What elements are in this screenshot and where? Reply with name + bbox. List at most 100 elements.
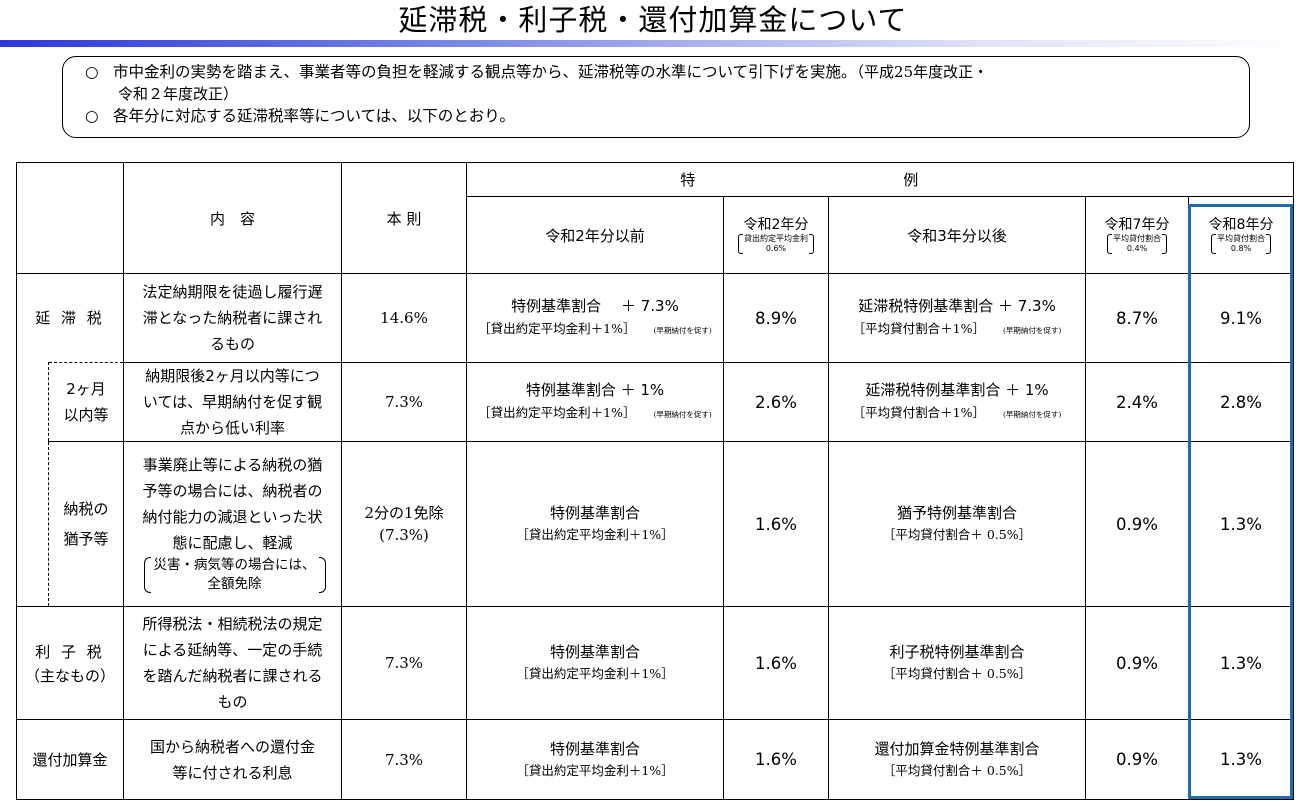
formula-left-entaizei: 特例基準割合 ＋ 7.3% ［貸出約定平均金利＋1%］ (早期納付を促す) bbox=[466, 273, 724, 363]
content-entaizei-line-2: 滞となった納税者に課され bbox=[142, 309, 323, 327]
formula-left-entaizei-note: (早期納付を促す) bbox=[653, 325, 712, 335]
value-r7-yuuyo: 0.9% bbox=[1085, 441, 1190, 607]
category-yuuyo-line-1: 納税の bbox=[63, 500, 109, 518]
formula-right-two-months: 延滞税特例基準割合 ＋ 1% ［平均貸付割合＋1%］ (早期納付を促す) bbox=[828, 362, 1087, 442]
summary-line-1-continued: 令和２年度改正） bbox=[118, 85, 239, 103]
content-two-months-line-1: 納期限後2ヶ月以内等につ bbox=[145, 367, 320, 385]
category-rishizei-line-2: （主なもの） bbox=[24, 667, 115, 685]
honsoku-two-months: 7.3% bbox=[341, 362, 467, 442]
table-row-two-months: 2ヶ月 以内等 納期限後2ヶ月以内等につ いては、早期納付を促す観 点から低い利… bbox=[16, 362, 1295, 607]
content-yuuyo-note-line-1: 災害・病気等の場合には、 bbox=[153, 557, 316, 573]
formula-left-two-months-main: 特例基準割合 ＋ 1% bbox=[525, 380, 665, 399]
value-r2-rishizei: 1.6% bbox=[722, 606, 830, 720]
category-two-months: 2ヶ月 以内等 bbox=[48, 362, 124, 442]
formula-left-two-months-note: (早期納付を促す) bbox=[653, 409, 712, 419]
formula-right-kanpu: 還付加算金特例基準割合 ［平均貸付割合＋ 0.5%］ bbox=[828, 719, 1087, 800]
formula-right-entaizei: 延滞税特例基準割合 ＋ 7.3% ［平均貸付割合＋1%］ (早期納付を促す) bbox=[828, 273, 1087, 363]
formula-right-entaizei-main: 延滞税特例基準割合 ＋ 7.3% bbox=[858, 296, 1056, 315]
formula-right-yuuyo-main: 猶予特例基準割合 bbox=[897, 504, 1018, 522]
formula-left-entaizei-sub: ［貸出約定平均金利＋1%］ bbox=[478, 320, 636, 336]
header-tokurei-right: 例 bbox=[828, 162, 1295, 197]
content-yuuyo-line-1: 事業廃止等による納税の猶 bbox=[142, 456, 323, 474]
value-r8-entaizei: 9.1% bbox=[1188, 273, 1295, 363]
header-r2-label: 令和2年分 bbox=[743, 216, 809, 233]
content-rishizei-line-1: 所得税法・相続税法の規定 bbox=[142, 615, 323, 633]
content-rishizei: 所得税法・相続税法の規定 による延納等、一定の手続 を踏んだ納税者に課される も… bbox=[123, 606, 342, 720]
title-underline-bar bbox=[0, 40, 1306, 47]
formula-left-yuuyo-main: 特例基準割合 bbox=[549, 504, 640, 522]
header-content: 内 容 bbox=[123, 162, 342, 274]
value-r8-yuuyo: 1.3% bbox=[1188, 441, 1295, 607]
formula-left-entaizei-main: 特例基準割合 ＋ 7.3% bbox=[511, 296, 679, 315]
header-r8-note: 平均貸付割合 0.8% bbox=[1211, 233, 1272, 254]
header-r8: 令和8年分 平均貸付割合 0.8% bbox=[1188, 196, 1295, 274]
honsoku-entaizei: 14.6% bbox=[341, 273, 467, 363]
interest-rate-table: 内 容 本 則 特 例 令和2年分以前 令和2年分 貸出約定平均金利 0.6% 令… bbox=[16, 162, 1295, 800]
header-r7-label: 令和7年分 bbox=[1104, 216, 1170, 233]
indent-cell bbox=[16, 362, 49, 607]
header-r8-note-2: 0.8% bbox=[1230, 243, 1252, 253]
header-r2-before: 令和2年分以前 bbox=[466, 196, 724, 274]
summary-line-1-paren: （平成25年度改正・ bbox=[856, 63, 989, 81]
honsoku-kanpu: 7.3% bbox=[341, 719, 467, 800]
value-r8-two-months: 2.8% bbox=[1188, 362, 1295, 442]
content-rishizei-line-2: による延納等、一定の手続 bbox=[142, 641, 323, 659]
value-r2-entaizei: 8.9% bbox=[722, 273, 830, 363]
formula-right-two-months-sub: ［平均貸付割合＋1%］ bbox=[852, 404, 985, 420]
formula-right-entaizei-sub: ［平均貸付割合＋1%］ bbox=[852, 320, 985, 336]
content-rishizei-line-4: もの bbox=[217, 693, 248, 711]
formula-left-two-months-sub: ［貸出約定平均金利＋1%］ bbox=[478, 404, 636, 420]
category-yuuyo-line-2: 猶予等 bbox=[63, 530, 109, 548]
content-entaizei-line-1: 法定納期限を徒過し履行遅 bbox=[142, 283, 323, 301]
content-kanpu: 国から納税者への還付金 等に付される利息 bbox=[123, 719, 342, 800]
header-honsoku: 本 則 bbox=[341, 162, 467, 274]
summary-line-1-text: 市中金利の実勢を踏まえ、事業者等の負担を軽減する観点等から、延滞税等の水準につい… bbox=[113, 63, 857, 81]
header-tokurei-left: 特 bbox=[465, 162, 829, 197]
formula-left-yuuyo-sub: ［貸出約定平均金利＋1%］ bbox=[516, 527, 674, 542]
content-two-months: 納期限後2ヶ月以内等につ いては、早期納付を促す観 点から低い利率 bbox=[123, 362, 342, 442]
content-kanpu-line-1: 国から納税者への還付金 bbox=[149, 737, 315, 756]
formula-left-rishizei: 特例基準割合 ［貸出約定平均金利＋1%］ bbox=[466, 606, 724, 720]
category-two-months-line-2: 以内等 bbox=[63, 406, 109, 424]
honsoku-rishizei: 7.3% bbox=[341, 606, 467, 720]
formula-left-kanpu-main: 特例基準割合 bbox=[549, 739, 640, 758]
value-r2-yuuyo: 1.6% bbox=[722, 441, 830, 607]
content-yuuyo-line-2: 予等の場合には、納税者の bbox=[142, 482, 323, 500]
value-r8-kanpu: 1.3% bbox=[1188, 719, 1295, 800]
formula-right-yuuyo: 猶予特例基準割合 ［平均貸付割合＋ 0.5%］ bbox=[828, 441, 1087, 607]
header-r7-note: 平均貸付割合 0.4% bbox=[1107, 233, 1168, 254]
header-r8-note-1: 平均貸付割合 bbox=[1217, 233, 1266, 243]
content-yuuyo-note: 災害・病気等の場合には、 全額免除 bbox=[143, 556, 326, 594]
formula-right-kanpu-sub: ［平均貸付割合＋ 0.5%］ bbox=[882, 762, 1032, 778]
summary-line-2-text: 各年分に対応する延滞税率等については、以下のとおり。 bbox=[113, 107, 515, 125]
header-row-2: 令和2年分以前 令和2年分 貸出約定平均金利 0.6% 令和3年分以後 令和7年分… bbox=[17, 196, 1295, 274]
category-two-months-line-1: 2ヶ月 bbox=[66, 380, 106, 398]
header-r8-label: 令和8年分 bbox=[1208, 216, 1274, 233]
value-r7-two-months: 2.4% bbox=[1085, 362, 1190, 442]
category-kanpu: 還付加算金 bbox=[16, 719, 124, 800]
formula-right-rishizei: 利子税特例基準割合 ［平均貸付割合＋ 0.5%］ bbox=[828, 606, 1087, 720]
summary-box: ○ 市中金利の実勢を踏まえ、事業者等の負担を軽減する観点等から、延滞税等の水準につ… bbox=[62, 56, 1250, 138]
content-yuuyo: 事業廃止等による納税の猶 予等の場合には、納税者の 納付能力の減退といった状 態… bbox=[123, 441, 342, 607]
content-entaizei-line-3: るもの bbox=[209, 335, 255, 353]
value-r7-rishizei: 0.9% bbox=[1085, 606, 1190, 720]
value-r7-entaizei: 8.7% bbox=[1085, 273, 1190, 363]
header-r7-note-1: 平均貸付割合 bbox=[1113, 233, 1162, 243]
header-r7-note-2: 0.4% bbox=[1126, 243, 1148, 253]
formula-right-kanpu-main: 還付加算金特例基準割合 bbox=[874, 739, 1040, 758]
formula-right-entaizei-note: (早期納付を促す) bbox=[1003, 325, 1062, 335]
content-rishizei-line-3: を踏んだ納税者に課される bbox=[142, 667, 323, 685]
content-yuuyo-line-3: 納付能力の減退といった状 bbox=[142, 508, 323, 526]
value-r2-two-months: 2.6% bbox=[722, 362, 830, 442]
summary-line-2: ○ 各年分に対応する延滞税率等については、以下のとおり。 bbox=[85, 105, 1239, 127]
table-row-rishizei: 利 子 税 （主なもの） 所得税法・相続税法の規定 による延納等、一定の手続 を… bbox=[16, 606, 1295, 720]
header-r2: 令和2年分 貸出約定平均金利 0.6% bbox=[722, 196, 830, 274]
value-r7-kanpu: 0.9% bbox=[1085, 719, 1190, 800]
content-two-months-line-3: 点から低い利率 bbox=[179, 419, 285, 437]
category-yuuyo: 納税の 猶予等 bbox=[48, 441, 124, 607]
header-row-1: 内 容 本 則 特 例 bbox=[16, 162, 1295, 274]
formula-left-rishizei-main: 特例基準割合 bbox=[549, 643, 640, 661]
category-entaizei: 延 滞 税 bbox=[16, 273, 124, 363]
content-kanpu-line-2: 等に付される利息 bbox=[172, 763, 293, 782]
formula-left-rishizei-sub: ［貸出約定平均金利＋1%］ bbox=[516, 666, 674, 681]
